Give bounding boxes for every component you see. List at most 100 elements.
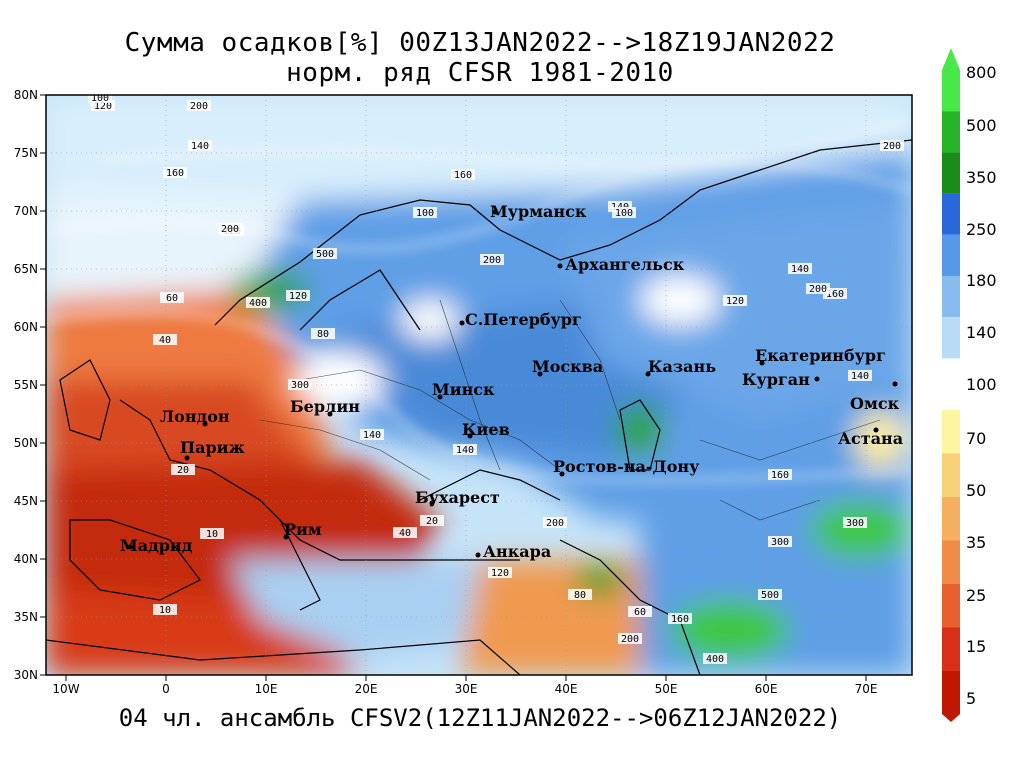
colorbar-swatch (942, 234, 960, 276)
contour-label-bg (608, 201, 632, 212)
city-label: Киев (462, 420, 510, 439)
contour-label-bg (413, 207, 437, 218)
contour-label-bg (768, 469, 792, 480)
contour-label-bg (288, 379, 312, 390)
city-label: Лондон (160, 407, 230, 426)
colorbar-swatch (942, 317, 960, 359)
map-subtitle: норм. ряд CFSR 1981-2010 (286, 58, 674, 88)
contour-label-bg (628, 606, 652, 617)
city-label: С.Петербург (465, 310, 582, 329)
contour-label-bg (200, 528, 224, 539)
contour-label: 20 (177, 465, 189, 476)
contour-label-bg (618, 633, 642, 644)
contour-label-bg (543, 517, 567, 528)
contour-label: 500 (761, 590, 779, 601)
contour-label-bg (758, 589, 782, 600)
city-dot (437, 394, 443, 400)
city-dot (645, 371, 651, 377)
contour-label: 500 (316, 249, 334, 260)
contour-label-bg (88, 95, 112, 103)
city-dot (459, 320, 465, 326)
colorbar-label: 25 (966, 586, 986, 605)
city-label: Бухарест (415, 488, 500, 507)
city-dot (892, 381, 898, 387)
city-label: Казань (648, 357, 716, 376)
city-dot (127, 544, 133, 550)
lon-tick-label: 10E (255, 682, 278, 696)
contour-label-bg (218, 223, 242, 234)
contour-label: 160 (826, 289, 844, 300)
city-dot (184, 455, 190, 461)
lat-tick-label: 60N (14, 320, 38, 334)
colorbar-label: 250 (966, 220, 997, 239)
contour-label: 120 (491, 568, 509, 579)
colorbar-label: 5 (966, 689, 976, 708)
contour-label: 100 (91, 93, 109, 104)
contour-label-bg (788, 263, 812, 274)
lon-tick-label: 30E (455, 682, 478, 696)
colorbar-arrow-top (942, 48, 960, 70)
contour-label: 200 (221, 224, 239, 235)
city-label: Архангельск (565, 255, 685, 274)
contour-label: 120 (94, 101, 112, 112)
city-dot (475, 552, 481, 558)
city-dot (429, 500, 435, 506)
city-dot (202, 421, 208, 427)
lat-tick-label: 70N (14, 204, 38, 218)
contour-label: 100 (615, 208, 633, 219)
city-label: Ростов-на-Дону (553, 457, 700, 476)
colorbar-label: 140 (966, 323, 997, 342)
lat-tick-label: 65N (14, 262, 38, 276)
contour-label: 160 (671, 614, 689, 625)
contour-label: 160 (454, 170, 472, 181)
colorbar-swatch (942, 453, 960, 497)
lat-tick-label: 75N (14, 146, 38, 160)
city-dot (557, 263, 563, 269)
grid (46, 95, 912, 675)
contour-label: 140 (363, 430, 381, 441)
colorbar: 800 500 350 250 180 140 100 70 50 35 25 15 5 (942, 48, 997, 722)
colorbar-label: 35 (966, 533, 986, 552)
contour-label: 200 (883, 141, 901, 152)
colorbar-label: 180 (966, 271, 997, 290)
colorbar-swatch (942, 410, 960, 454)
contour-label: 300 (291, 380, 309, 391)
contour-label-bg (153, 334, 177, 345)
contour-label: 120 (289, 291, 307, 302)
city-label: Мадрид (120, 536, 193, 555)
colorbar-swatch (942, 497, 960, 541)
contour-label: 40 (159, 335, 171, 346)
city-label: Курган (742, 370, 810, 389)
city-label: Рим (284, 520, 322, 539)
contour-label: 140 (791, 264, 809, 275)
lat-tick-label: 40N (14, 552, 38, 566)
contour-label-bg (171, 464, 195, 475)
contour-label: 300 (846, 518, 864, 529)
city-dot (467, 433, 473, 439)
contour-label: 200 (546, 518, 564, 529)
latitude-axis: 80N 75N 70N 65N 60N 55N 50N 45N 40N 35N 30N (14, 88, 46, 682)
colorbar-label: 500 (966, 116, 997, 135)
lon-tick-label: 10W (52, 682, 79, 696)
colorbar-label: 800 (966, 63, 997, 82)
contour-label: 100 (416, 208, 434, 219)
city-dot (492, 209, 498, 215)
city-dot (327, 411, 333, 417)
contour-label-bg (880, 140, 904, 151)
contour-label-bg (843, 517, 867, 528)
lat-tick-label: 45N (14, 494, 38, 508)
contour-label-bg (360, 429, 384, 440)
contour-label-bg (187, 100, 211, 111)
contour-label: 200 (621, 634, 639, 645)
contour-label-bg (668, 613, 692, 624)
contour-label-bg (311, 328, 335, 339)
city-labels: Мурманск Архангельск С.Петербург Москва Каза… (120, 202, 903, 561)
city-label: Париж (180, 438, 245, 457)
map-title: Сумма осадков[%] 00Z13JAN2022-->18Z19JAN… (124, 28, 836, 58)
contour-label-bg (823, 288, 847, 299)
contour-label-bg (286, 290, 310, 301)
contour-label-bg (723, 295, 747, 306)
colorbar-swatch (942, 540, 960, 584)
city-dot (559, 471, 565, 477)
lat-tick-label: 35N (14, 610, 38, 624)
